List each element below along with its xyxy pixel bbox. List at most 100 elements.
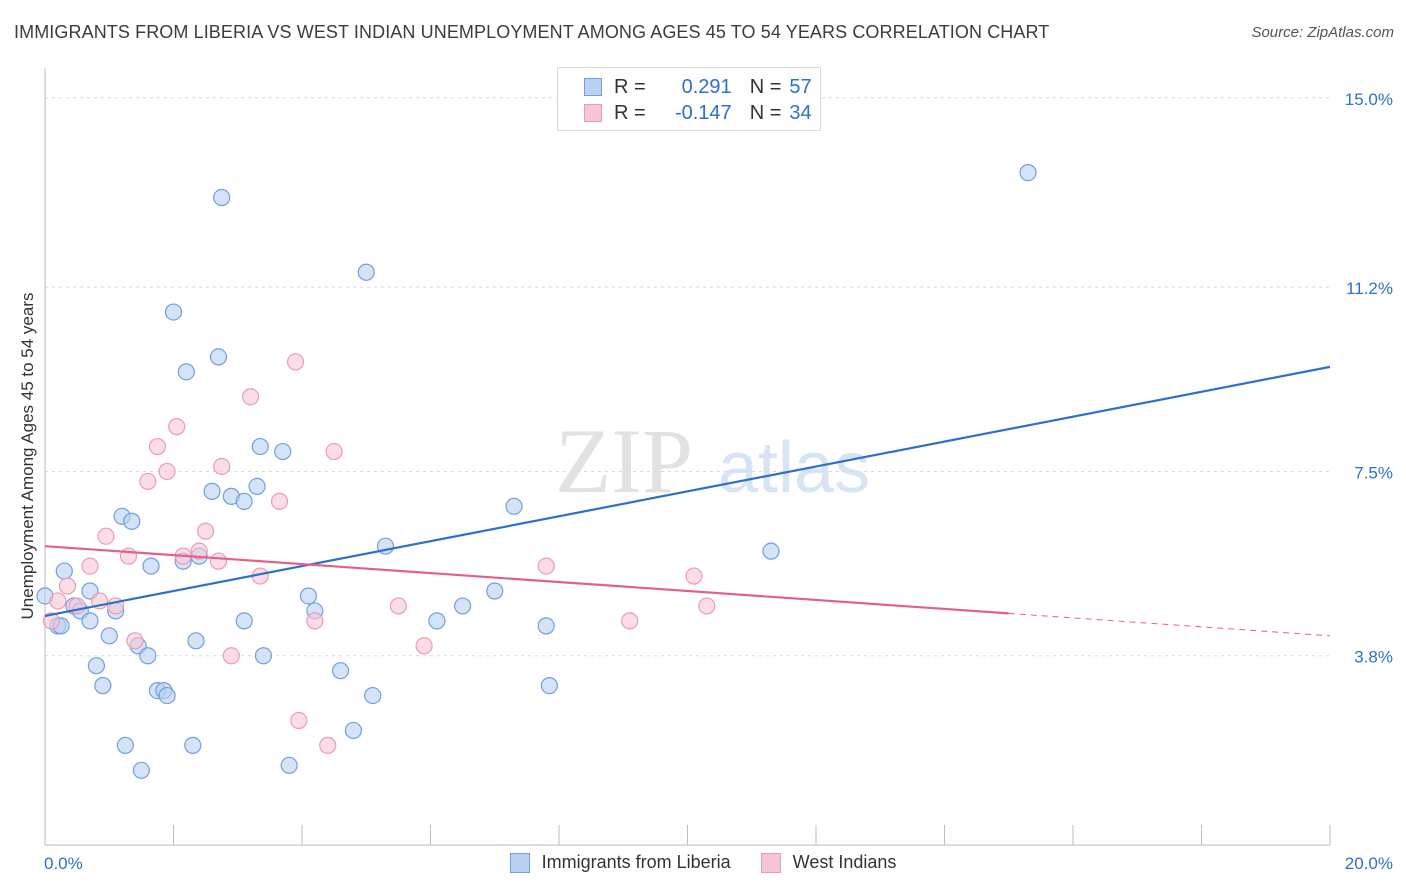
west-indian-point	[148, 437, 167, 456]
correlation-legend: R = 0.291 N = 57 R = -0.147 N = 34	[557, 67, 821, 131]
x-tick-label: 20.0%	[1345, 854, 1393, 873]
legend-row-west-indians: R = -0.147 N = 34	[584, 102, 812, 124]
liberia-point	[235, 612, 253, 630]
liberia-point	[1019, 164, 1037, 182]
liberia-point	[454, 597, 472, 615]
west-indian-point	[537, 557, 555, 575]
west-indian-point	[270, 492, 289, 510]
legend-swatch-liberia	[584, 78, 602, 96]
y-tick-label: 3.8%	[1354, 648, 1393, 667]
liberia-point	[248, 477, 266, 496]
west-indian-point	[209, 552, 228, 570]
west-indian-point	[58, 577, 77, 595]
liberia-trend-line	[44, 365, 1331, 617]
liberia-point	[486, 582, 504, 600]
legend-n-label: N =	[749, 101, 782, 124]
liberia-point	[280, 756, 298, 774]
liberia-point	[100, 627, 118, 645]
legend-n-label: N =	[749, 75, 782, 98]
west-indian-point	[197, 522, 215, 540]
west-indian-point	[290, 711, 308, 730]
west-indian-point	[168, 418, 186, 436]
west-indian-trend-line	[44, 545, 1009, 615]
liberia-point	[132, 761, 150, 779]
watermark-zip: ZIP	[555, 410, 693, 512]
west-indian-point	[213, 457, 231, 476]
liberia-point	[123, 512, 141, 530]
liberia-point	[164, 303, 183, 321]
liberia-point	[116, 736, 134, 754]
watermark-atlas: atlas	[718, 428, 870, 508]
west-indian-point	[415, 637, 433, 655]
legend-swatch-west-indians	[584, 104, 602, 122]
y-tick-label: 7.5%	[1354, 463, 1393, 482]
liberia-point	[187, 632, 205, 650]
west-indian-point	[222, 647, 240, 665]
west-indian-point	[325, 442, 343, 461]
west-indian-point	[97, 527, 115, 545]
legend-r-value: -0.147	[674, 101, 732, 124]
legend-r-value: 0.291	[681, 75, 732, 98]
liberia-point	[158, 686, 176, 705]
series-label-liberia: Immigrants from Liberia	[541, 852, 731, 872]
y-axis-label: Unemployment Among Ages 45 to 54 years	[18, 292, 37, 620]
west-indian-point	[158, 462, 176, 481]
west-indian-point	[49, 592, 67, 610]
liberia-point	[428, 612, 446, 630]
liberia-point	[762, 542, 780, 560]
west-indian-point	[389, 597, 407, 615]
liberia-point	[254, 647, 273, 665]
liberia-point	[94, 677, 112, 695]
west-indian-point	[685, 567, 703, 585]
series-legend: Immigrants from Liberia West Indians	[0, 852, 1406, 873]
west-indian-point	[286, 353, 305, 371]
liberia-point	[235, 492, 253, 510]
west-indian-point	[319, 736, 337, 754]
liberia-point	[364, 686, 382, 705]
legend-row-liberia: R = 0.291 N = 57	[584, 76, 812, 98]
liberia-point	[331, 662, 350, 680]
west-indian-point	[42, 612, 61, 630]
chart-title: IMMIGRANTS FROM LIBERIA VS WEST INDIAN U…	[14, 22, 1050, 42]
source-credit: Source: ZipAtlas.com	[1251, 24, 1394, 41]
liberia-point	[537, 617, 555, 635]
west-indian-point	[242, 388, 260, 406]
liberia-point	[505, 497, 523, 515]
legend-n-value: 34	[789, 101, 812, 124]
legend-r-label: R =	[614, 75, 646, 98]
liberia-point	[274, 442, 292, 461]
west-indian-point	[81, 557, 99, 575]
liberia-point	[213, 188, 231, 207]
series-legend-west-indians: West Indians	[760, 852, 897, 873]
liberia-point	[209, 348, 228, 366]
west-indian-point	[698, 597, 716, 615]
liberia-point	[540, 677, 558, 695]
west-indian-point	[621, 612, 639, 630]
legend-r-label: R =	[614, 101, 646, 124]
series-swatch-liberia	[509, 852, 530, 873]
liberia-point	[203, 482, 221, 500]
liberia-point	[299, 587, 318, 605]
liberia-point	[184, 736, 202, 754]
liberia-point	[81, 612, 99, 630]
liberia-point	[55, 562, 73, 580]
series-legend-liberia: Immigrants from Liberia	[509, 852, 731, 873]
liberia-point	[139, 647, 157, 665]
west-indian-trend-line-extension	[1008, 612, 1331, 637]
series-label-west-indians: West Indians	[792, 852, 897, 872]
y-tick-label: 11.2%	[1346, 279, 1393, 298]
west-indian-point	[139, 472, 157, 491]
liberia-point	[251, 437, 269, 456]
west-indian-point	[306, 612, 324, 630]
x-tick-label: 0.0%	[44, 854, 83, 873]
series-swatch-west-indians	[760, 852, 781, 873]
west-indian-point	[190, 542, 208, 560]
liberia-point	[177, 363, 195, 381]
liberia-point	[344, 721, 362, 740]
y-tick-label: 15.0%	[1345, 90, 1393, 109]
liberia-point	[142, 557, 160, 575]
liberia-point	[357, 263, 375, 281]
legend-n-value: 57	[789, 75, 812, 98]
west-indian-point	[126, 632, 144, 650]
